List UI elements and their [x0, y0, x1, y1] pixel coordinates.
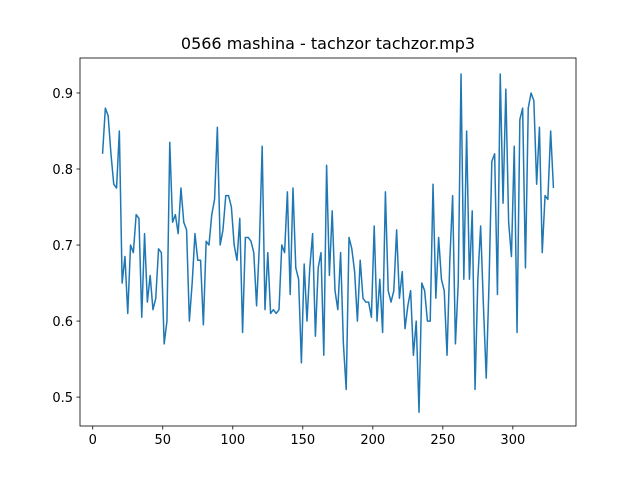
- x-tick-label: 150: [290, 433, 315, 448]
- y-tick-label: 0.7: [52, 239, 73, 254]
- y-tick-label: 0.9: [52, 87, 73, 102]
- plot-frame: [79, 57, 577, 427]
- x-tick-label: 0: [89, 433, 97, 448]
- x-tick-label: 200: [360, 433, 385, 448]
- chart-title: 0566 mashina - tachzor tachzor.mp3: [181, 34, 475, 53]
- x-tick-label: 300: [500, 433, 525, 448]
- x-tick-label: 50: [154, 433, 171, 448]
- x-tick-label: 250: [430, 433, 455, 448]
- y-tick-label: 0.5: [52, 391, 73, 406]
- data-line: [101, 73, 555, 414]
- x-tick-label: 100: [220, 433, 245, 448]
- y-tick-label: 0.6: [52, 315, 73, 330]
- y-tick-label: 0.8: [52, 163, 73, 178]
